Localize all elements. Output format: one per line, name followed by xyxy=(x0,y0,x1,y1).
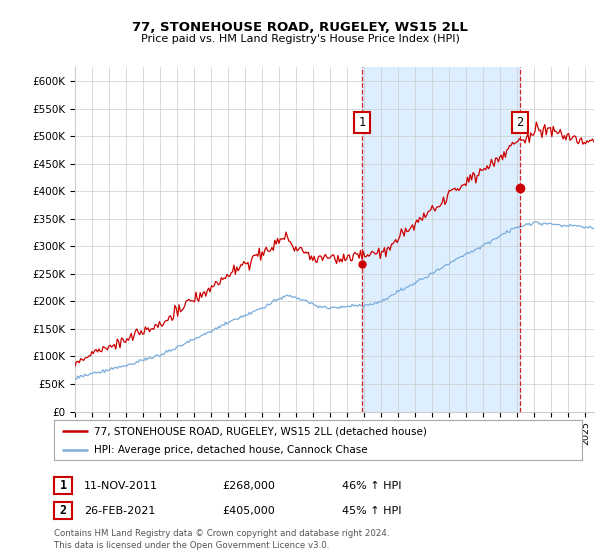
Text: 26-FEB-2021: 26-FEB-2021 xyxy=(84,506,155,516)
Text: £268,000: £268,000 xyxy=(222,480,275,491)
Text: HPI: Average price, detached house, Cannock Chase: HPI: Average price, detached house, Cann… xyxy=(94,445,367,455)
Text: 2: 2 xyxy=(517,116,524,129)
Bar xyxy=(362,67,520,412)
Text: 1: 1 xyxy=(359,116,365,129)
Text: 77, STONEHOUSE ROAD, RUGELEY, WS15 2LL (detached house): 77, STONEHOUSE ROAD, RUGELEY, WS15 2LL (… xyxy=(94,426,427,436)
Text: Price paid vs. HM Land Registry's House Price Index (HPI): Price paid vs. HM Land Registry's House … xyxy=(140,34,460,44)
Text: Contains HM Land Registry data © Crown copyright and database right 2024.: Contains HM Land Registry data © Crown c… xyxy=(54,529,389,538)
Text: This data is licensed under the Open Government Licence v3.0.: This data is licensed under the Open Gov… xyxy=(54,541,329,550)
Text: 77, STONEHOUSE ROAD, RUGELEY, WS15 2LL: 77, STONEHOUSE ROAD, RUGELEY, WS15 2LL xyxy=(132,21,468,34)
Text: 11-NOV-2011: 11-NOV-2011 xyxy=(84,480,158,491)
Text: 2: 2 xyxy=(59,504,67,517)
Text: 1: 1 xyxy=(59,479,67,492)
Text: 45% ↑ HPI: 45% ↑ HPI xyxy=(342,506,401,516)
Text: 46% ↑ HPI: 46% ↑ HPI xyxy=(342,480,401,491)
Text: £405,000: £405,000 xyxy=(222,506,275,516)
